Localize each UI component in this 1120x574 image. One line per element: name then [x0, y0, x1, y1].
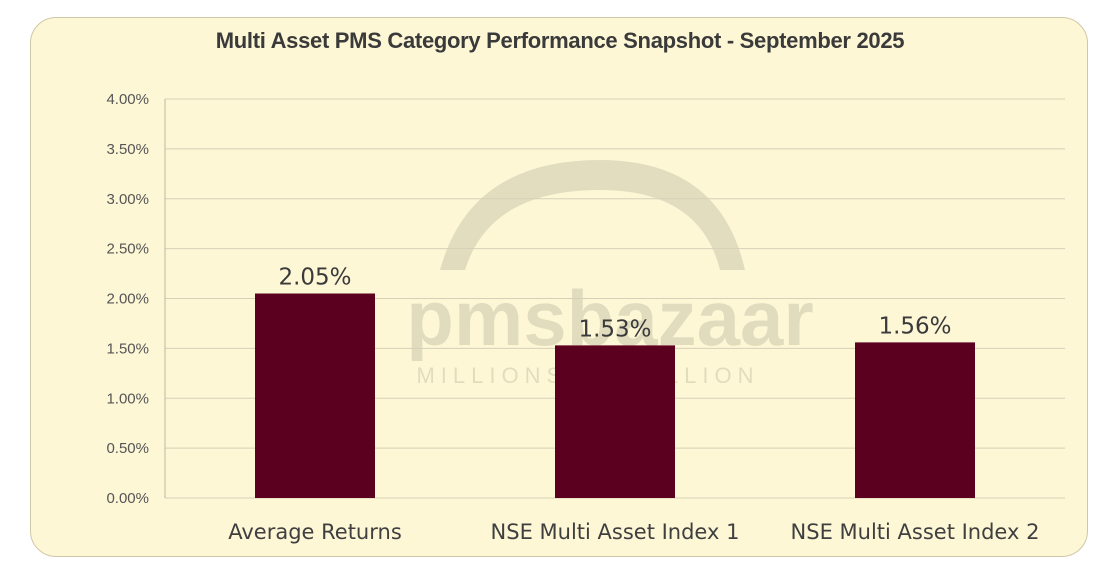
watermark-arc: [440, 160, 745, 270]
bar: [255, 293, 375, 498]
y-axis-ticks: 0.00% 0.50% 1.00% 1.50% 2.00% 2.50% 3.00% 3.50%…: [106, 91, 149, 507]
data-label: 2.05%: [278, 265, 351, 291]
x-tick-label: NSE Multi Asset Index 1: [491, 520, 740, 544]
y-tick-label: 1.50%: [106, 340, 149, 357]
chart-title: Multi Asset PMS Category Performance Sna…: [215, 28, 905, 53]
y-tick-label: 4.00%: [106, 91, 149, 108]
x-axis-categories: Average Returns NSE Multi Asset Index 1 NS…: [228, 520, 1039, 544]
y-tick-label: 3.50%: [106, 141, 149, 158]
y-tick-label: 0.50%: [106, 440, 149, 457]
data-label: 1.56%: [878, 313, 951, 339]
value-labels: 2.05% 1.53% 1.56%: [278, 265, 951, 343]
x-tick-label: Average Returns: [228, 520, 402, 544]
bars: [255, 293, 975, 498]
y-tick-label: 2.50%: [106, 241, 149, 258]
y-tick-label: 0.00%: [106, 490, 149, 507]
bar: [555, 345, 675, 498]
y-tick-label: 2.00%: [106, 291, 149, 308]
y-tick-label: 1.00%: [106, 390, 149, 407]
data-label: 1.53%: [578, 316, 651, 342]
x-tick-label: NSE Multi Asset Index 2: [791, 520, 1040, 544]
bar: [855, 342, 975, 498]
y-tick-label: 3.00%: [106, 191, 149, 208]
